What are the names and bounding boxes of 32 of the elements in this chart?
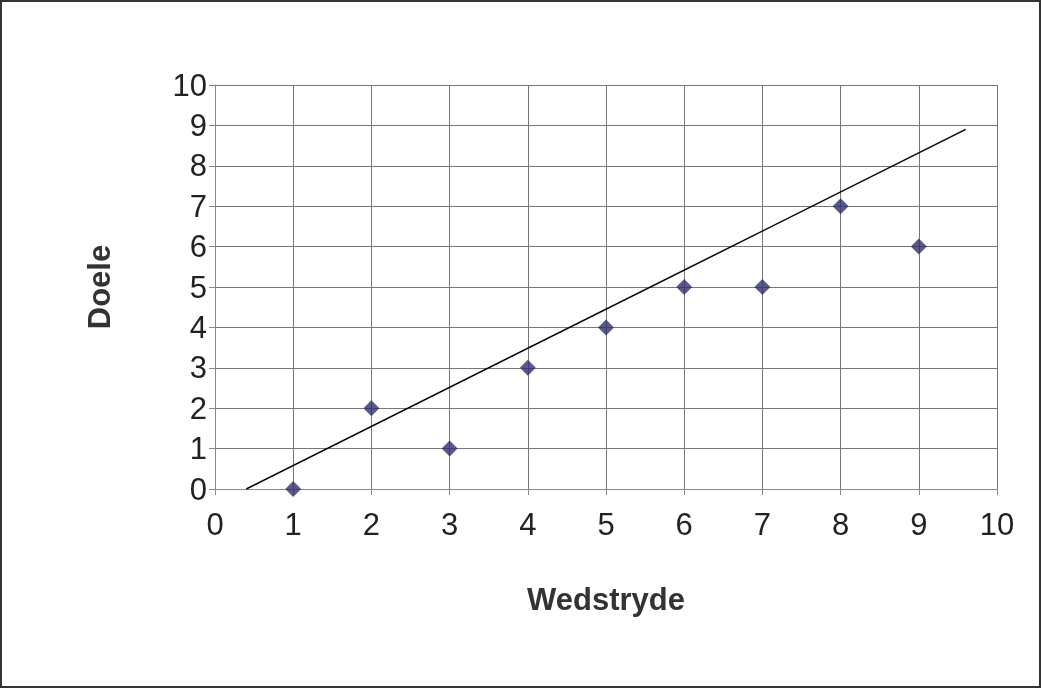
point (754, 279, 771, 295)
x-tick-label: 9 (910, 507, 928, 542)
point (441, 440, 458, 457)
y-tick-label: 9 (189, 107, 207, 143)
point (519, 359, 536, 376)
y-tick-label: 5 (189, 269, 207, 305)
point (363, 400, 380, 417)
x-tick-label: 2 (362, 507, 381, 542)
y-tick-label: 10 (172, 67, 207, 103)
x-tick-label: 10 (979, 507, 1015, 542)
point (598, 319, 614, 336)
y-tick-label: 6 (189, 229, 207, 265)
y-tick-label: 4 (189, 309, 207, 345)
point (910, 238, 927, 255)
y-tick-label: 7 (189, 188, 207, 224)
point (832, 198, 849, 215)
y-tick-label: 1 (189, 431, 207, 467)
x-axis-title: Wedstryde (527, 582, 685, 617)
y-tick-label: 3 (189, 350, 207, 386)
point (285, 481, 302, 497)
x-tick-label: 1 (284, 507, 302, 542)
y-tick-label: 2 (189, 390, 207, 426)
point (676, 279, 693, 295)
x-tick-label: 3 (440, 507, 459, 542)
x-tick-label: 8 (831, 507, 850, 542)
y-tick-label: 0 (189, 471, 207, 507)
x-tick-label: 5 (597, 507, 615, 542)
x-tick-label: 4 (519, 507, 537, 542)
y-tick-label: 8 (189, 148, 207, 184)
y-axis-title: Doele (82, 244, 117, 330)
x-tick-label: 7 (753, 507, 772, 542)
x-tick-label: 6 (675, 507, 693, 542)
